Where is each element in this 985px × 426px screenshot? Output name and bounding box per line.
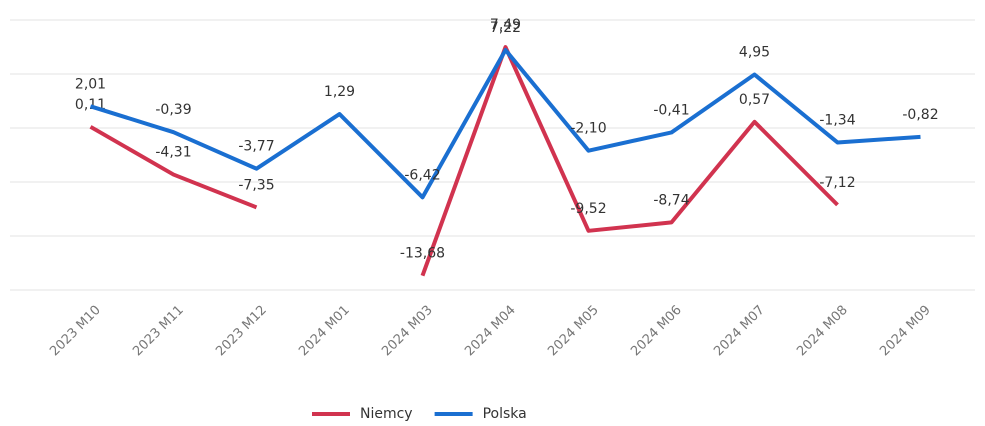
data-label: -8,74 (653, 192, 689, 208)
data-label: 2,01 (75, 76, 106, 92)
data-label: -0,41 (653, 102, 689, 118)
data-label: -1,34 (819, 112, 855, 128)
x-tick-label: 2024 M09 (877, 303, 934, 360)
data-label: -3,77 (238, 139, 274, 155)
data-label: -7,35 (238, 177, 274, 193)
x-tick-label: 2024 M06 (628, 303, 685, 360)
data-label: -9,52 (570, 201, 606, 217)
data-label: 0,57 (739, 92, 770, 108)
data-label: 4,95 (739, 45, 770, 61)
x-tick-label: 2024 M08 (794, 303, 851, 360)
series-line (89, 45, 839, 277)
x-tick-label: 2024 M04 (462, 303, 519, 360)
data-label: -2,10 (570, 121, 606, 137)
data-label: -13,68 (400, 246, 445, 262)
data-label: 7,49 (490, 17, 521, 33)
legend-label: Niemcy (360, 406, 413, 422)
x-tick-label: 2024 M07 (711, 303, 768, 360)
data-label: -0,39 (155, 102, 191, 118)
data-label: 7,22 (490, 20, 521, 36)
x-tick-label: 2024 M01 (296, 303, 353, 360)
x-tick-label: 2023 M12 (213, 303, 270, 360)
data-label: -6,42 (404, 167, 440, 183)
data-label: -4,31 (155, 145, 191, 161)
series-line (89, 48, 921, 200)
x-tick-label: 2023 M11 (130, 303, 187, 360)
legend-label: Polska (483, 406, 527, 422)
data-label: 1,29 (324, 84, 355, 100)
x-tick-label: 2024 M03 (379, 303, 436, 360)
x-tick-label: 2023 M10 (47, 303, 104, 360)
data-label: -7,12 (819, 175, 855, 191)
data-label: -0,82 (902, 107, 938, 123)
x-tick-label: 2024 M05 (545, 303, 602, 360)
